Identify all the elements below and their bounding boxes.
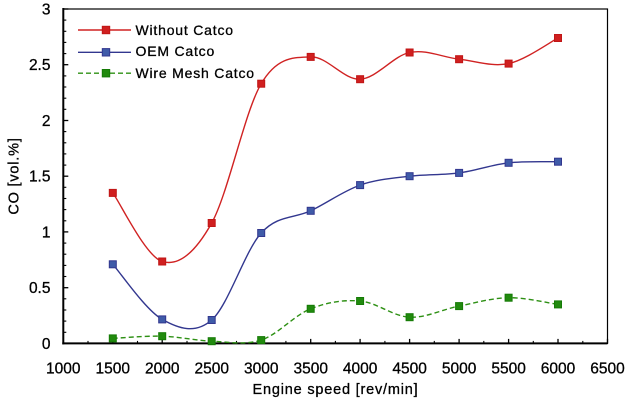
svg-text:1500: 1500 <box>96 360 131 377</box>
svg-text:4000: 4000 <box>343 360 378 377</box>
svg-text:4500: 4500 <box>392 360 427 377</box>
svg-text:Without Catco: Without Catco <box>136 22 234 38</box>
svg-text:0.5: 0.5 <box>29 280 51 297</box>
svg-text:3500: 3500 <box>293 360 328 377</box>
svg-text:3: 3 <box>42 1 51 18</box>
svg-text:OEM Catco: OEM Catco <box>136 43 216 59</box>
svg-text:3000: 3000 <box>244 360 279 377</box>
svg-text:5500: 5500 <box>491 360 526 377</box>
svg-text:CO [vol.%]: CO [vol.%] <box>7 137 23 214</box>
svg-text:6000: 6000 <box>541 360 576 377</box>
svg-text:Wire Mesh Catco: Wire Mesh Catco <box>136 65 255 81</box>
svg-text:1.5: 1.5 <box>29 169 51 186</box>
svg-text:1000: 1000 <box>46 360 81 377</box>
svg-text:2500: 2500 <box>194 360 229 377</box>
svg-text:5000: 5000 <box>442 360 477 377</box>
svg-text:6500: 6500 <box>590 360 625 377</box>
svg-text:2.5: 2.5 <box>29 57 51 74</box>
svg-text:1: 1 <box>42 224 51 241</box>
svg-text:Engine speed [rev/min]: Engine speed [rev/min] <box>253 382 419 398</box>
svg-text:2000: 2000 <box>145 360 180 377</box>
svg-text:0: 0 <box>42 336 51 353</box>
svg-text:2: 2 <box>42 113 51 130</box>
